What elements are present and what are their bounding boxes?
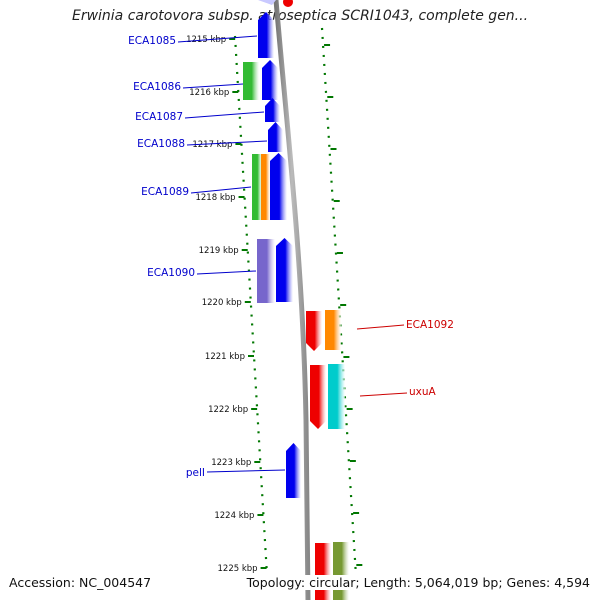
- gene-block-eca1092[interactable]: [325, 310, 341, 350]
- kbp-tick: 1222 kbp: [208, 405, 258, 415]
- gene-block-red-bottom[interactable]: [315, 543, 331, 600]
- svg-text:ECA1088: ECA1088: [137, 138, 185, 150]
- gene-label-eca1088[interactable]: ECA1088: [137, 138, 268, 150]
- accession-text: Accession: NC_004547: [9, 575, 152, 590]
- gene-block-green-2[interactable]: [252, 154, 262, 220]
- kbp-label: 1220 kbp: [202, 298, 242, 308]
- gene-label-peli[interactable]: pelI: [186, 467, 286, 479]
- gene-label-eca1090[interactable]: ECA1090: [147, 267, 257, 279]
- gene-block-eca1088[interactable]: [268, 122, 283, 152]
- gene-label-eca1087[interactable]: ECA1087: [135, 111, 265, 123]
- kbp-label: 1219 kbp: [199, 246, 239, 256]
- svg-text:ECA1086: ECA1086: [133, 81, 181, 93]
- gene-block-eca1090[interactable]: [276, 238, 293, 302]
- gene-block-olive[interactable]: [333, 542, 349, 600]
- gene-block-eca1089[interactable]: [270, 153, 287, 220]
- topology-text: Topology: circular; Length: 5,064,019 bp…: [246, 575, 590, 590]
- kbp-tick: 1219 kbp: [199, 246, 248, 256]
- kbp-label: 1221 kbp: [205, 352, 245, 362]
- dotted-guides: [233, 27, 363, 593]
- gene-block-eca1086[interactable]: [262, 60, 278, 100]
- gene-label-eca1092[interactable]: ECA1092: [356, 319, 454, 331]
- backbone-top-marker: [258, 0, 276, 5]
- backbone-line: [273, 0, 311, 600]
- kbp-tick: 1218 kbp: [195, 193, 245, 203]
- svg-text:ECA1092: ECA1092: [406, 319, 454, 331]
- svg-text:ECA1087: ECA1087: [135, 111, 183, 123]
- gene-blocks[interactable]: [243, 12, 349, 600]
- kbp-tick: 1224 kbp: [214, 511, 264, 521]
- gene-block-purple[interactable]: [257, 239, 275, 303]
- kbp-label: 1216 kbp: [189, 88, 229, 98]
- gene-label-eca1085[interactable]: ECA1085: [128, 35, 258, 47]
- gene-block-eca1085[interactable]: [258, 12, 274, 58]
- kbp-tick: 1216 kbp: [189, 88, 239, 98]
- gene-block-orange-1[interactable]: [261, 154, 270, 220]
- kbp-tick: 1223 kbp: [211, 458, 261, 468]
- svg-text:pelI: pelI: [186, 467, 205, 479]
- gene-block-red-1[interactable]: [306, 311, 322, 351]
- kbp-label: 1218 kbp: [195, 193, 235, 203]
- kbp-tick: 1221 kbp: [205, 352, 254, 362]
- svg-text:uxuA: uxuA: [409, 386, 437, 398]
- map-title: Erwinia carotovora subsp. atroseptica SC…: [71, 8, 529, 24]
- kbp-label: 1222 kbp: [208, 405, 248, 415]
- gene-block-eca1087[interactable]: [265, 98, 280, 122]
- kbp-tick: 1225 kbp: [218, 564, 267, 574]
- gene-block-peli[interactable]: [286, 443, 301, 498]
- svg-text:ECA1090: ECA1090: [147, 267, 195, 279]
- svg-text:ECA1089: ECA1089: [141, 186, 189, 198]
- gene-label-uxua[interactable]: uxuA: [359, 386, 437, 398]
- kbp-label: 1224 kbp: [214, 511, 254, 521]
- gene-block-uxua[interactable]: [310, 365, 326, 429]
- kbp-tick: 1217 kbp: [192, 140, 242, 150]
- inner-dotted-guide: [233, 35, 270, 593]
- kbp-label: 1225 kbp: [218, 564, 258, 574]
- kbp-label: 1223 kbp: [211, 458, 251, 468]
- gene-labels: ECA1085 ECA1086 ECA1087 ECA1088 ECA1089 ECA10…: [128, 35, 454, 479]
- svg-text:ECA1085: ECA1085: [128, 35, 176, 47]
- gene-label-eca1089[interactable]: ECA1089: [141, 186, 252, 198]
- kbp-tick: 1220 kbp: [202, 298, 251, 308]
- top-red-marker: [283, 0, 293, 7]
- gene-block-green-1[interactable]: [243, 62, 259, 100]
- kbp-label: 1217 kbp: [192, 140, 232, 150]
- chromosome-backbone: [258, 0, 311, 600]
- gene-label-eca1086[interactable]: ECA1086: [133, 81, 244, 93]
- gene-block-cyan[interactable]: [328, 364, 345, 429]
